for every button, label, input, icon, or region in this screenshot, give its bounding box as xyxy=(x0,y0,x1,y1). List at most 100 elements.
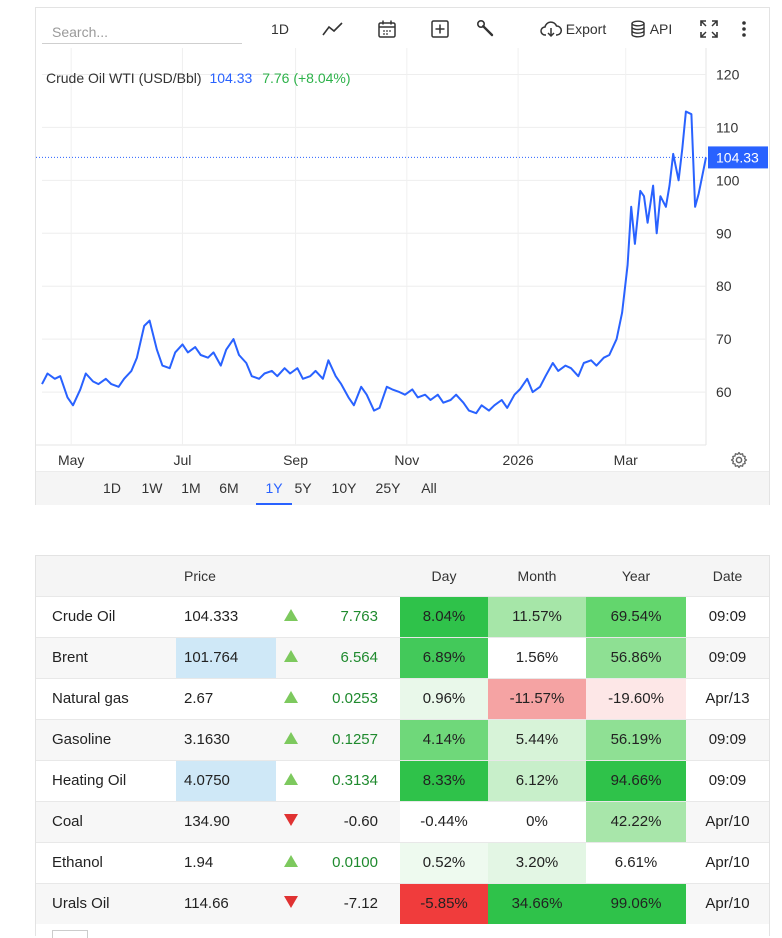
table-row[interactable]: Natural gas 2.67 0.0253 0.96% -11.57% -19.60%… xyxy=(36,678,769,719)
x-tick-label: 2026 xyxy=(503,452,534,468)
month-change-cell: 1.56% xyxy=(488,637,586,678)
date-range-button[interactable] xyxy=(375,16,399,42)
range-button-5y[interactable]: 5Y xyxy=(294,480,312,496)
y-axis: 60 70 80 90 100 110 120 xyxy=(716,66,740,400)
table-row[interactable]: Crude Oil 104.333 7.763 8.04% 11.57% 69.54% 09… xyxy=(36,596,769,637)
range-button-1d[interactable]: 1D xyxy=(103,480,121,496)
arrow-up-icon xyxy=(284,855,298,867)
indicators-button[interactable] xyxy=(474,16,498,42)
day-change-cell: -5.85% xyxy=(400,883,488,924)
range-button-all[interactable]: All xyxy=(421,480,437,496)
year-change-cell: 6.61% xyxy=(586,842,686,883)
interval-button[interactable]: 1D xyxy=(268,16,292,42)
api-button[interactable]: API xyxy=(628,16,674,42)
price-cell: 4.0750 xyxy=(176,760,276,801)
compare-button[interactable] xyxy=(428,16,452,42)
y-tick-label: 80 xyxy=(716,278,732,294)
month-change-cell: -11.57% xyxy=(488,678,586,719)
commodity-name-link[interactable]: Gasoline xyxy=(52,731,112,748)
header-price[interactable]: Price xyxy=(184,567,216,584)
change-cell: -7.12 xyxy=(343,895,378,913)
gear-icon xyxy=(730,451,748,469)
chart-settings-button[interactable] xyxy=(730,451,748,474)
table-row[interactable]: Urals Oil 114.66 -7.12 -5.85% 34.66% 99.06% Ap… xyxy=(36,883,769,924)
commodity-name-link[interactable]: Natural gas xyxy=(52,690,129,707)
legend-instrument-name: Crude Oil WTI (USD/Bbl) xyxy=(46,70,202,86)
year-change-cell: 56.86% xyxy=(586,637,686,678)
x-tick-label: Jul xyxy=(174,452,192,468)
arrow-up-icon xyxy=(284,650,298,662)
direction-cell xyxy=(276,801,306,842)
commodity-name-link[interactable]: Coal xyxy=(52,813,83,830)
header-name xyxy=(36,556,176,596)
header-year[interactable]: Year xyxy=(621,567,651,584)
range-button-1m[interactable]: 1M xyxy=(181,480,201,496)
search-input[interactable] xyxy=(42,20,242,44)
year-change-cell: -19.60% xyxy=(586,678,686,719)
range-button-25y[interactable]: 25Y xyxy=(375,480,401,496)
price-cell: 3.1630 xyxy=(184,731,230,748)
more-vertical-icon xyxy=(742,21,746,37)
date-cell: 09:09 xyxy=(708,772,747,789)
table-body: Crude Oil 104.333 7.763 8.04% 11.57% 69.54% 09… xyxy=(36,596,769,924)
range-button-10y[interactable]: 10Y xyxy=(331,480,357,496)
legend-change: 7.76 (+8.04%) xyxy=(262,70,351,86)
range-button-1w[interactable]: 1W xyxy=(141,480,163,496)
export-button[interactable]: Export xyxy=(536,16,610,42)
table-row[interactable]: Ethanol 1.94 0.0100 0.52% 3.20% 6.61% Apr/10 xyxy=(36,842,769,883)
x-tick-label: Sep xyxy=(283,452,308,468)
day-change-cell: -0.44% xyxy=(400,801,488,842)
header-day[interactable]: Day xyxy=(431,567,457,584)
more-options-button[interactable] xyxy=(736,16,752,42)
year-change-cell: 69.54% xyxy=(586,596,686,637)
commodity-name-link[interactable]: Crude Oil xyxy=(52,608,116,625)
price-cell: 2.67 xyxy=(184,690,214,707)
price-cell: 101.764 xyxy=(176,637,276,678)
fullscreen-icon xyxy=(700,20,718,38)
price-cell: 1.94 xyxy=(184,854,214,871)
add-compare-icon xyxy=(431,20,449,38)
pagination-stub xyxy=(52,930,88,938)
fullscreen-button[interactable] xyxy=(697,16,721,42)
day-change-cell: 0.52% xyxy=(400,842,488,883)
table-row[interactable]: Gasoline 3.1630 0.1257 4.14% 5.44% 56.19% 09:0… xyxy=(36,719,769,760)
change-cell: 0.0100 xyxy=(332,854,378,871)
price-cell: 104.333 xyxy=(184,608,239,625)
day-change-cell: 4.14% xyxy=(400,719,488,760)
calendar-icon xyxy=(378,20,396,38)
y-tick-label: 100 xyxy=(716,172,740,188)
day-change-cell: 6.89% xyxy=(400,637,488,678)
commodity-name-link[interactable]: Brent xyxy=(52,649,88,666)
month-change-cell: 6.12% xyxy=(488,760,586,801)
table-row[interactable]: Heating Oil 4.0750 0.3134 8.33% 6.12% 94.66% 0… xyxy=(36,760,769,801)
header-date[interactable]: Date xyxy=(712,567,743,584)
month-change-cell: 34.66% xyxy=(488,883,586,924)
year-change-cell: 56.19% xyxy=(586,719,686,760)
change-cell: -0.60 xyxy=(343,813,378,830)
commodity-name-link[interactable]: Ethanol xyxy=(52,854,103,871)
range-button-1y[interactable]: 1Y xyxy=(256,472,292,505)
commodities-table: Price Day Month Year Date Crude Oil 104.3… xyxy=(35,555,770,936)
change-cell: 0.0253 xyxy=(332,690,378,707)
y-tick-label: 120 xyxy=(716,66,740,82)
table-row[interactable]: Brent 101.764 6.564 6.89% 1.56% 56.86% 09:09 xyxy=(36,637,769,678)
chart-grid xyxy=(36,48,707,446)
header-month[interactable]: Month xyxy=(517,567,557,584)
table-row[interactable]: Coal 134.90 -0.60 -0.44% 0% 42.22% Apr/10 xyxy=(36,801,769,842)
commodity-name-link[interactable]: Heating Oil xyxy=(52,772,127,789)
chart-type-button[interactable] xyxy=(320,16,346,42)
interval-label: 1D xyxy=(271,21,289,37)
range-button-6m[interactable]: 6M xyxy=(219,480,239,496)
table-header-row: Price Day Month Year Date xyxy=(36,556,769,596)
date-cell: 09:09 xyxy=(708,649,747,666)
date-cell: Apr/10 xyxy=(705,813,750,830)
chart-legend: Crude Oil WTI (USD/Bbl) 104.33 7.76 (+8.… xyxy=(46,70,351,86)
price-chart[interactable]: May Jul Sep Nov 2026 Mar 60 70 80 90 100 110 120 10… xyxy=(36,8,769,470)
commodity-name-link[interactable]: Urals Oil xyxy=(52,895,110,913)
month-change-cell: 3.20% xyxy=(488,842,586,883)
price-cell: 114.66 xyxy=(184,895,229,913)
x-tick-label: May xyxy=(58,452,84,468)
header-arrow xyxy=(276,556,306,596)
direction-cell xyxy=(276,883,306,924)
database-icon xyxy=(631,20,645,38)
